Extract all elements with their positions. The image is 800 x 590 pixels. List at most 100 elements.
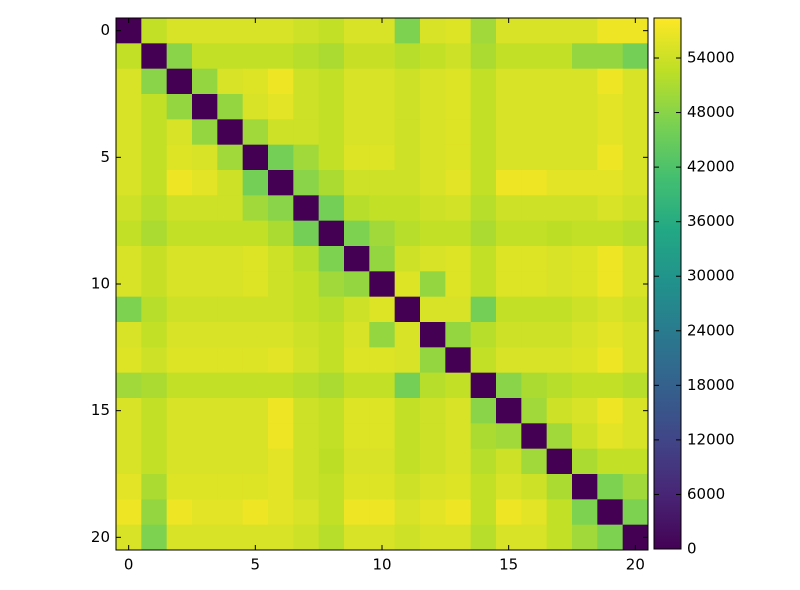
heatmap-cell [192, 372, 218, 399]
heatmap-cell [572, 144, 598, 171]
heatmap-cell [445, 220, 472, 247]
heatmap-cell [445, 347, 472, 374]
heatmap-cell [369, 499, 396, 526]
heatmap-cell [420, 322, 446, 348]
colorbar-tick-label: 18000 [687, 376, 735, 394]
heatmap-cell [369, 220, 396, 247]
heatmap-cell [572, 119, 598, 146]
heatmap-cell [268, 347, 294, 374]
heatmap-cell [217, 524, 244, 551]
heatmap-cell [293, 448, 320, 475]
heatmap-cell [116, 246, 142, 272]
heatmap-cell [192, 195, 218, 222]
heatmap-cell [572, 398, 598, 424]
heatmap-cell [445, 322, 472, 348]
heatmap-cell [242, 68, 269, 95]
colorbar-tick-label: 54000 [687, 49, 735, 67]
heatmap-cell [496, 322, 522, 348]
heatmap-cell [242, 195, 269, 222]
heatmap-cell [141, 18, 168, 44]
heatmap-cell [217, 474, 244, 500]
heatmap-cell [521, 144, 548, 171]
heatmap-cell [116, 372, 142, 399]
heatmap-cell [622, 499, 649, 526]
heatmap-cell [344, 347, 370, 374]
colorbar [653, 17, 682, 550]
heatmap-cell [217, 220, 244, 247]
colorbar-tick-label: 0 [687, 540, 697, 558]
heatmap-cell [141, 271, 168, 298]
heatmap-cell [268, 144, 294, 171]
heatmap-cell [344, 68, 370, 95]
heatmap-cell [344, 423, 370, 450]
heatmap-cell [622, 94, 649, 120]
heatmap-cell [141, 347, 168, 374]
heatmap-cell [572, 170, 598, 196]
heatmap-cell [192, 423, 218, 450]
heatmap-cell [420, 372, 446, 399]
heatmap-cell [394, 271, 421, 298]
heatmap-cell [496, 43, 522, 70]
heatmap-cell [470, 220, 497, 247]
heatmap-cell [293, 195, 320, 222]
heatmap-cell [470, 372, 497, 399]
heatmap-cell [217, 18, 244, 44]
heatmap-cell [318, 68, 345, 95]
heatmap-cell [318, 448, 345, 475]
heatmap-cell [546, 448, 573, 475]
heatmap-cell [445, 296, 472, 323]
heatmap-cell [420, 170, 446, 196]
heatmap-cell [521, 68, 548, 95]
heatmap-cell [496, 144, 522, 171]
heatmap-cell [597, 119, 624, 146]
heatmap-cell [217, 246, 244, 272]
heatmap-cell [622, 119, 649, 146]
heatmap-cell [116, 220, 142, 247]
heatmap-cell [318, 474, 345, 500]
heatmap-cell [268, 296, 294, 323]
heatmap-cell [572, 524, 598, 551]
y-tick-label: 10 [91, 275, 110, 293]
heatmap-cell [470, 347, 497, 374]
heatmap-cell [344, 322, 370, 348]
x-tick-label: 0 [124, 556, 134, 574]
heatmap-cell [546, 499, 573, 526]
heatmap-cell [622, 474, 649, 500]
heatmap-cell [369, 398, 396, 424]
heatmap-cell [344, 43, 370, 70]
x-tick-label: 20 [626, 556, 645, 574]
heatmap-cell [546, 170, 573, 196]
heatmap-cell [546, 94, 573, 120]
heatmap-cell [318, 372, 345, 399]
heatmap-cell [597, 296, 624, 323]
heatmap-cell [192, 398, 218, 424]
heatmap-cell [470, 322, 497, 348]
heatmap-cell [597, 195, 624, 222]
heatmap-cell [369, 448, 396, 475]
heatmap-cell [496, 195, 522, 222]
heatmap-cell [318, 119, 345, 146]
heatmap-cell [318, 271, 345, 298]
heatmap-cell [445, 144, 472, 171]
heatmap-cell [496, 271, 522, 298]
heatmap-cell [166, 423, 193, 450]
heatmap-cell [293, 170, 320, 196]
heatmap-cell [293, 499, 320, 526]
heatmap-cell [141, 144, 168, 171]
heatmap-cell [166, 372, 193, 399]
heatmap-cell [470, 423, 497, 450]
heatmap-cell [318, 18, 345, 44]
heatmap-cell [344, 296, 370, 323]
heatmap-cell [141, 448, 168, 475]
heatmap-cell [572, 499, 598, 526]
heatmap-cell [470, 398, 497, 424]
heatmap-cell [344, 524, 370, 551]
heatmap-cell [293, 524, 320, 551]
colorbar-tick-label: 12000 [687, 430, 735, 448]
heatmap-cell [420, 68, 446, 95]
heatmap-cell [445, 43, 472, 70]
heatmap-cell [521, 18, 548, 44]
x-tick-label: 5 [251, 556, 261, 574]
heatmap-cell [369, 43, 396, 70]
heatmap-cell [546, 271, 573, 298]
